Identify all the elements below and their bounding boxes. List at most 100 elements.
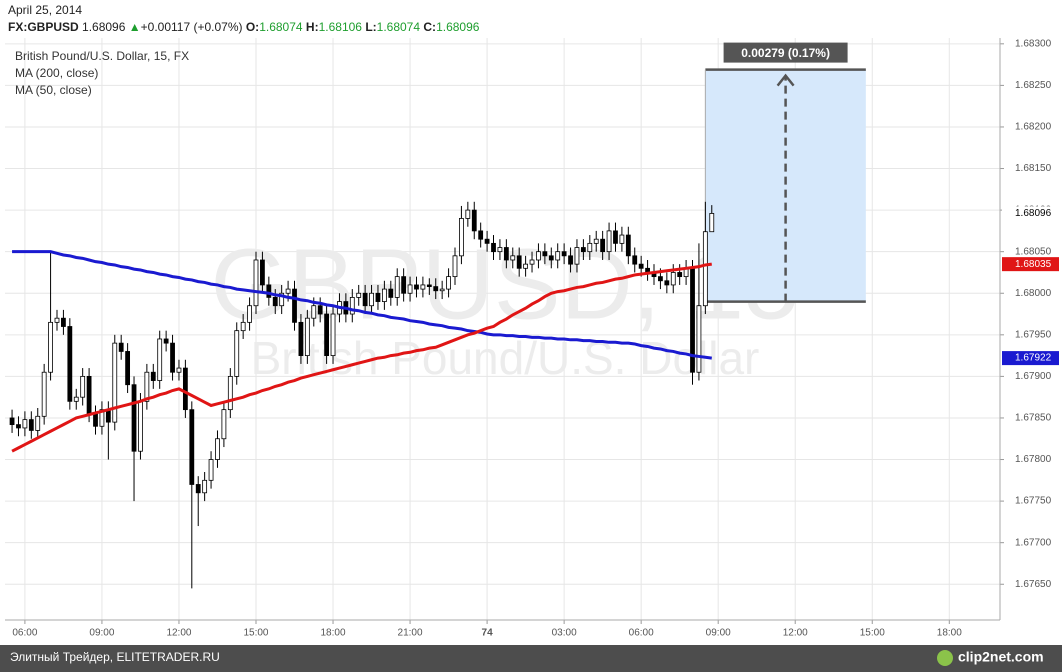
high-value: 1.68106 [318,20,362,34]
candle-body [561,251,567,257]
logo-icon [937,650,953,666]
candle-body [150,371,156,381]
measure-label-box [723,42,848,63]
candle-body [632,255,638,265]
legend-entry: MA (200, close) [15,66,98,80]
candle-body [247,305,252,323]
x-tick-label: 06:00 [12,628,37,639]
footer-logo: clip2net.com [958,649,1044,665]
candle-body [658,276,663,282]
candle-body [304,317,310,357]
candle-body [99,409,105,427]
candle-body [16,424,21,429]
price-badge [1002,351,1059,366]
candle-body [285,288,291,294]
candle-body [86,375,92,415]
candle-body [163,338,169,344]
candle-body [446,276,451,290]
header: April 25, 2014 FX:GBPUSD 1.68096 ▲+0.001… [8,2,479,36]
measure-area [705,69,866,302]
candle-body [9,417,15,426]
y-tick-label: 1.68150 [1015,163,1052,174]
x-tick-label: 09:00 [89,628,114,639]
x-tick-label: 15:00 [860,628,885,639]
legend-entry: MA (50, close) [15,83,92,97]
candle-body [613,230,618,244]
measure-arrowhead [776,73,795,87]
candle-body [452,255,458,278]
candle-body [362,292,368,307]
candle-body [516,255,522,269]
candle-body [253,259,259,307]
candle-body [465,209,471,219]
candle-body [118,342,124,352]
price-badge-label: 1.68035 [1015,259,1052,270]
candle-body [292,288,297,323]
y-tick-label: 1.67650 [1015,579,1052,590]
candle-body [80,375,86,398]
candle-body [503,247,509,261]
candle-body [420,284,426,290]
candle-body [311,305,317,319]
change: +0.00117 (+0.07%) [140,20,243,34]
candle-body [593,238,599,244]
price-badge [1002,206,1059,221]
candle-body [670,272,676,286]
candle-body [349,297,355,315]
candle-body [414,284,419,290]
x-tick-label: 18:00 [937,628,962,639]
candle-body [375,292,381,302]
x-tick-label: 18:00 [321,628,346,639]
high-label: H: [305,20,319,34]
candle-body [195,484,201,494]
open-value: 1.68074 [259,20,303,34]
header-quote: FX:GBPUSD 1.68096 ▲+0.00117 (+0.07%) O:1… [8,19,479,36]
candle-body [606,230,612,253]
candle-body [279,292,285,307]
candle-body [227,375,233,411]
x-tick-label: 74 [482,628,494,639]
close-value: 1.68096 [436,20,480,34]
candle-body [356,292,362,298]
candle-body [574,247,580,265]
candle-body [125,351,131,386]
low-value: 1.68074 [376,20,421,34]
candle-body [625,234,631,257]
candle-body [381,288,387,302]
candle-body [61,317,66,327]
candle-body [491,242,496,253]
candle-body [298,321,304,357]
candle-body [388,288,394,298]
candle-body [41,371,47,417]
y-tick-label: 1.68300 [1015,38,1052,49]
y-tick-label: 1.67900 [1015,371,1052,382]
price-badge [1002,257,1059,272]
price-badge-label: 1.67922 [1015,353,1052,364]
candle-body [260,259,265,286]
y-tick-label: 1.68200 [1015,122,1052,133]
x-tick-label: 21:00 [398,628,423,639]
y-tick-label: 1.67850 [1015,413,1052,424]
y-tick-label: 1.67950 [1015,329,1052,340]
candle-body [677,272,683,278]
y-tick-label: 1.67750 [1015,496,1052,507]
candle-body [234,330,240,377]
candle-body [471,209,477,232]
price-badge-label: 1.68096 [1015,208,1052,219]
candle-body [555,251,561,261]
candle-body [138,400,143,452]
plot: 0.00279 (0.17%) [9,42,866,589]
candle-body [317,305,323,315]
close-label: C: [423,20,437,34]
candle-body [600,238,606,253]
candle-body [439,288,445,292]
x-tick-label: 09:00 [706,628,731,639]
candle-body [394,276,400,298]
candle-body [54,317,60,323]
candle-body [157,338,163,381]
candle-body [536,251,541,261]
y-tick-label: 1.68050 [1015,246,1052,257]
candle-body [131,384,137,452]
candle-body [324,313,330,357]
candle-body [619,234,625,244]
